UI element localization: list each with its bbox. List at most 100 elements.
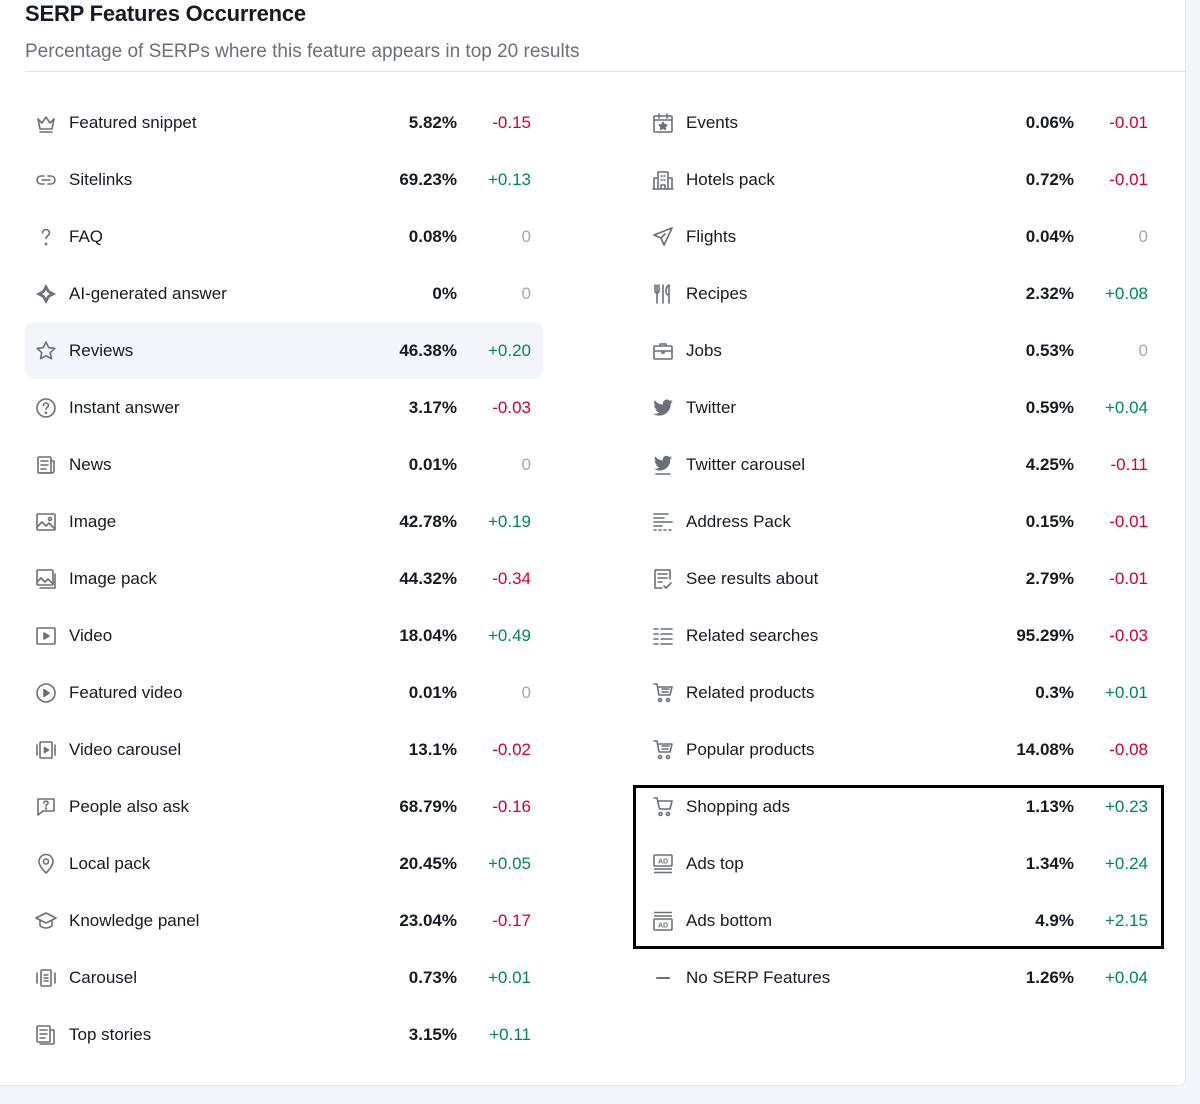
feature-row-image[interactable]: Image 42.78% +0.19 xyxy=(25,493,543,550)
feature-change: +0.23 xyxy=(1104,796,1148,816)
feature-label: Reviews xyxy=(69,340,134,360)
feature-row-featured-video[interactable]: Featured video 0.01% 0 xyxy=(25,664,543,721)
feature-change: -0.08 xyxy=(1109,739,1148,759)
feature-percentage: 3.17% xyxy=(408,397,457,417)
feature-row-faq[interactable]: FAQ 0.08% 0 xyxy=(25,208,543,265)
feature-row-ai-generated-answer[interactable]: AI-generated answer 0% 0 xyxy=(25,265,543,322)
feature-change: +0.20 xyxy=(487,340,531,360)
briefcase-icon xyxy=(651,339,675,363)
feature-change: +0.05 xyxy=(487,853,531,873)
feature-label: See results about xyxy=(686,568,819,588)
feature-percentage: 0.53% xyxy=(1025,340,1074,360)
feature-change: +0.13 xyxy=(487,169,531,189)
link-icon xyxy=(34,168,58,192)
feature-row-events[interactable]: Events 0.06% -0.01 xyxy=(642,94,1160,151)
feature-row-hotels-pack[interactable]: Hotels pack 0.72% -0.01 xyxy=(642,151,1160,208)
feature-label: News xyxy=(69,454,112,474)
feature-label: Events xyxy=(686,112,738,132)
feature-percentage: 3.15% xyxy=(408,1024,457,1044)
feature-row-carousel[interactable]: Carousel 0.73% +0.01 xyxy=(25,949,543,1006)
feature-row-jobs[interactable]: Jobs 0.53% 0 xyxy=(642,322,1160,379)
hotel-icon xyxy=(651,168,675,192)
feature-percentage: 0.04% xyxy=(1025,226,1074,246)
feature-row-twitter[interactable]: Twitter 0.59% +0.04 xyxy=(642,379,1160,436)
page-title: SERP Features Occurrence xyxy=(25,1,306,26)
calendar-star-icon xyxy=(651,111,675,135)
feature-row-local-pack[interactable]: Local pack 20.45% +0.05 xyxy=(25,835,543,892)
feature-change: +0.04 xyxy=(1104,397,1148,417)
feature-row-video-carousel[interactable]: Video carousel 13.1% -0.02 xyxy=(25,721,543,778)
feature-percentage: 2.79% xyxy=(1025,568,1074,588)
feature-row-address-pack[interactable]: Address Pack 0.15% -0.01 xyxy=(642,493,1160,550)
feature-label: Featured video xyxy=(69,682,183,702)
feature-percentage: 5.82% xyxy=(408,112,457,132)
feature-percentage: 69.23% xyxy=(399,169,457,189)
cart-icon xyxy=(651,795,675,819)
feature-percentage: 68.79% xyxy=(399,796,457,816)
feature-row-popular-products[interactable]: Popular products 14.08% -0.08 xyxy=(642,721,1160,778)
feature-percentage: 4.25% xyxy=(1025,454,1074,474)
feature-change: -0.34 xyxy=(492,568,531,588)
chat-question-icon xyxy=(34,795,58,819)
feature-label: Hotels pack xyxy=(686,169,775,189)
feature-row-no-serp-features[interactable]: No SERP Features 1.26% +0.04 xyxy=(642,949,1160,1006)
feature-change: -0.03 xyxy=(492,397,531,417)
feature-row-reviews[interactable]: Reviews 46.38% +0.20 xyxy=(25,322,543,379)
feature-row-twitter-carousel[interactable]: Twitter carousel 4.25% -0.11 xyxy=(642,436,1160,493)
feature-percentage: 0.01% xyxy=(408,454,457,474)
feature-row-image-pack[interactable]: Image pack 44.32% -0.34 xyxy=(25,550,543,607)
highlight-box-ads xyxy=(633,785,1164,949)
feature-percentage: 1.13% xyxy=(1025,796,1074,816)
features-column-left: Featured snippet 5.82% -0.15 Sitelinks 69.23… xyxy=(25,94,543,1063)
feature-row-shopping-ads[interactable]: Shopping ads 1.13% +0.23 xyxy=(642,778,1160,835)
twitter-carousel-icon xyxy=(651,453,675,477)
feature-change: +2.15 xyxy=(1104,910,1148,930)
feature-row-related-searches[interactable]: Related searches 95.29% -0.03 xyxy=(642,607,1160,664)
feature-label: Video xyxy=(69,625,113,645)
document-check-icon xyxy=(651,567,675,591)
cart-list-icon xyxy=(651,738,675,762)
dash-icon xyxy=(651,966,675,990)
feature-change: -0.01 xyxy=(1109,169,1148,189)
feature-label: Featured snippet xyxy=(69,112,197,132)
map-pin-icon xyxy=(34,852,58,876)
feature-row-sitelinks[interactable]: Sitelinks 69.23% +0.13 xyxy=(25,151,543,208)
feature-row-related-products[interactable]: Related products 0.3% +0.01 xyxy=(642,664,1160,721)
serp-features-card: SERP Features Occurrence Percentage of S… xyxy=(0,0,1186,1086)
feature-row-see-results-about[interactable]: See results about 2.79% -0.01 xyxy=(642,550,1160,607)
feature-percentage: 1.26% xyxy=(1025,967,1074,987)
feature-change: 0 xyxy=(521,283,531,303)
ads-bottom-icon: AD xyxy=(651,909,675,933)
feature-percentage: 13.1% xyxy=(408,739,457,759)
feature-label: Knowledge panel xyxy=(69,910,200,930)
feature-label: No SERP Features xyxy=(686,967,831,987)
feature-row-ads-top[interactable]: AD Ads top 1.34% +0.24 xyxy=(642,835,1160,892)
feature-row-ads-bottom[interactable]: AD Ads bottom 4.9% +2.15 xyxy=(642,892,1160,949)
feature-row-video[interactable]: Video 18.04% +0.49 xyxy=(25,607,543,664)
feature-label: Local pack xyxy=(69,853,151,873)
feature-change: -0.01 xyxy=(1109,511,1148,531)
image-icon xyxy=(34,510,58,534)
image-pack-icon xyxy=(34,567,58,591)
page-subtitle: Percentage of SERPs where this feature a… xyxy=(25,41,580,62)
feature-percentage: 0.06% xyxy=(1025,112,1074,132)
feature-label: Instant answer xyxy=(69,397,180,417)
feature-row-top-stories[interactable]: Top stories 3.15% +0.11 xyxy=(25,1006,543,1063)
divider xyxy=(25,71,1186,72)
feature-change: +0.01 xyxy=(487,967,531,987)
feature-label: AI-generated answer xyxy=(69,283,227,303)
feature-row-featured-snippet[interactable]: Featured snippet 5.82% -0.15 xyxy=(25,94,543,151)
feature-row-knowledge-panel[interactable]: Knowledge panel 23.04% -0.17 xyxy=(25,892,543,949)
feature-label: Recipes xyxy=(686,283,748,303)
feature-percentage: 20.45% xyxy=(399,853,457,873)
question-icon xyxy=(34,225,58,249)
feature-label: Related products xyxy=(686,682,815,702)
feature-row-recipes[interactable]: Recipes 2.32% +0.08 xyxy=(642,265,1160,322)
feature-change: -0.17 xyxy=(492,910,531,930)
feature-row-instant-answer[interactable]: Instant answer 3.17% -0.03 xyxy=(25,379,543,436)
feature-row-flights[interactable]: Flights 0.04% 0 xyxy=(642,208,1160,265)
feature-row-news[interactable]: News 0.01% 0 xyxy=(25,436,543,493)
feature-row-people-also-ask[interactable]: People also ask 68.79% -0.16 xyxy=(25,778,543,835)
video-icon xyxy=(34,624,58,648)
ads-top-icon: AD xyxy=(651,852,675,876)
